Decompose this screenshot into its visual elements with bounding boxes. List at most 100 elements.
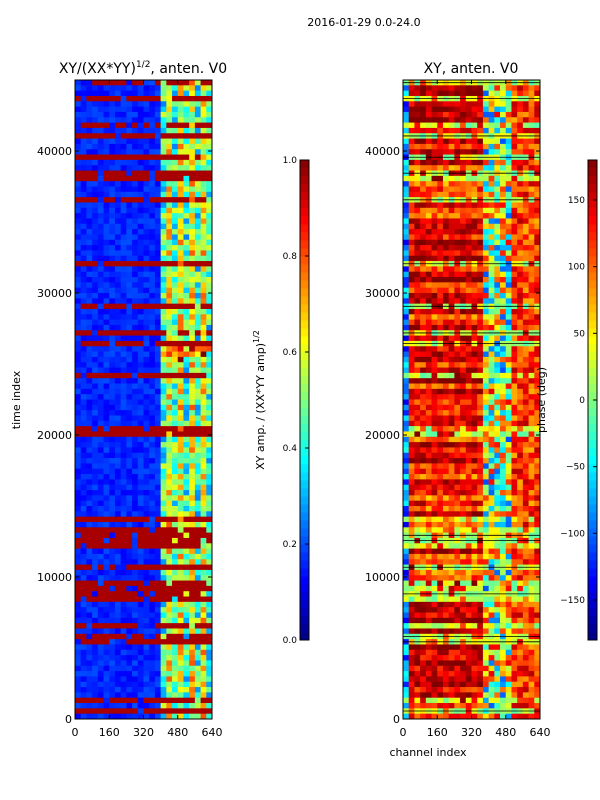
- amplitude-heatmap-cell: [92, 559, 99, 565]
- phase-heatmap-cell: [403, 175, 410, 182]
- amplitude-heatmap-cell: [114, 261, 122, 267]
- amplitude-heatmap-cell: [132, 298, 139, 305]
- amplitude-heatmap-cell: [189, 266, 196, 273]
- phase-heatmap-cell: [403, 229, 410, 235]
- amplitude-heatmap-cell: [206, 367, 213, 374]
- amplitude-heatmap-cell: [120, 213, 127, 219]
- amplitude-heatmap-cell: [103, 165, 110, 171]
- amplitude-heatmap-cell: [92, 80, 99, 86]
- amplitude-heatmap-cell: [194, 633, 201, 640]
- phase-heatmap-cell: [488, 362, 495, 368]
- phase-heatmap-cell: [437, 388, 444, 395]
- amplitude-heatmap-cell: [137, 468, 144, 475]
- amplitude-heatmap-cell: [183, 628, 190, 635]
- amplitude-heatmap-cell: [97, 372, 104, 379]
- amplitude-heatmap-cell: [132, 543, 139, 549]
- amplitude-heatmap-cell: [92, 676, 99, 683]
- amplitude-heatmap-cell: [86, 106, 93, 113]
- amplitude-heatmap-cell: [154, 165, 162, 171]
- phase-heatmap-cell: [488, 271, 495, 278]
- amplitude-heatmap-cell: [183, 388, 190, 395]
- phase-heatmap-cell: [534, 266, 541, 273]
- amplitude-heatmap-cell: [194, 660, 201, 667]
- amplitude-heatmap-cell: [160, 181, 167, 187]
- phase-heatmap-cell: [477, 245, 484, 251]
- amplitude-heatmap-cell: [97, 122, 104, 129]
- phase-heatmap-cell: [454, 516, 461, 523]
- phase-heatmap-cell: [522, 218, 529, 225]
- phase-heatmap-cell: [442, 378, 450, 384]
- phase-heatmap-cell: [522, 458, 529, 464]
- amplitude-heatmap-cell: [103, 271, 110, 278]
- amplitude-heatmap-cell: [206, 356, 213, 363]
- amplitude-heatmap-cell: [183, 138, 190, 145]
- amplitude-heatmap-cell: [149, 569, 156, 576]
- amplitude-heatmap-cell: [166, 394, 173, 400]
- amplitude-ytick-label: 10000: [37, 571, 72, 584]
- amplitude-heatmap-cell: [183, 644, 190, 651]
- amplitude-heatmap-cell: [120, 266, 127, 273]
- amplitude-heatmap-cell: [166, 655, 173, 661]
- amplitude-heatmap-cell: [126, 245, 133, 251]
- amplitude-heatmap-cell: [206, 527, 213, 534]
- amplitude-heatmap-cell: [143, 612, 150, 619]
- amplitude-heatmap-cell: [80, 442, 87, 448]
- phase-heatmap-cell: [454, 495, 461, 502]
- amplitude-heatmap-cell: [132, 330, 139, 336]
- phase-heatmap-cell: [528, 143, 535, 150]
- amplitude-heatmap-cell: [189, 186, 196, 193]
- phase-heatmap-cell: [505, 415, 512, 422]
- amplitude-heatmap-cell: [143, 692, 150, 699]
- phase-heatmap-cell: [431, 452, 438, 459]
- amplitude-heatmap-cell: [183, 532, 190, 539]
- amplitude-heatmap-cell: [172, 159, 179, 166]
- phase-heatmap-cell: [517, 282, 524, 289]
- phase-heatmap-cell: [494, 159, 501, 166]
- phase-heatmap-cell: [517, 516, 524, 523]
- amplitude-heatmap-cell: [86, 197, 93, 203]
- phase-heatmap-cell: [448, 346, 455, 352]
- phase-heatmap-cell: [511, 186, 518, 193]
- amplitude-heatmap-cell: [103, 399, 110, 406]
- amplitude-heatmap-cell: [189, 197, 196, 203]
- amplitude-heatmap-cell: [200, 671, 207, 677]
- phase-heatmap-cell: [471, 356, 478, 363]
- amplitude-heatmap-cell: [172, 223, 179, 230]
- phase-heatmap-cell: [471, 85, 478, 92]
- phase-heatmap-cell: [454, 458, 461, 464]
- phase-heatmap-cell: [477, 404, 484, 411]
- amplitude-heatmap-cell: [172, 676, 179, 683]
- amplitude-heatmap-cell: [92, 708, 99, 715]
- amplitude-heatmap-cell: [200, 420, 207, 427]
- phase-heatmap-cell: [442, 474, 450, 480]
- amplitude-heatmap-cell: [132, 527, 139, 534]
- phase-heatmap-cell: [414, 277, 421, 283]
- phase-heatmap-cell: [448, 90, 455, 97]
- amplitude-heatmap-cell: [154, 287, 162, 294]
- amplitude-heatmap-cell: [160, 117, 167, 123]
- amplitude-heatmap-cell: [132, 159, 139, 166]
- amplitude-heatmap-cell: [109, 564, 116, 571]
- phase-heatmap-cell: [511, 362, 518, 368]
- amplitude-heatmap-cell: [97, 474, 104, 480]
- amplitude-heatmap-cell: [160, 548, 167, 555]
- phase-heatmap-cell: [517, 143, 524, 150]
- amplitude-heatmap-cell: [103, 388, 110, 395]
- phase-heatmap-cell: [408, 388, 415, 395]
- phase-heatmap-cell: [460, 404, 467, 411]
- amplitude-heatmap-cell: [189, 218, 196, 225]
- phase-heatmap-cell: [431, 117, 438, 123]
- amplitude-heatmap-cell: [114, 655, 122, 661]
- amplitude-heatmap-cell: [172, 293, 179, 299]
- amplitude-heatmap-cell: [126, 553, 133, 560]
- amplitude-heatmap-cell: [103, 708, 110, 715]
- phase-heatmap-cell: [454, 442, 461, 448]
- amplitude-heatmap-cell: [206, 159, 213, 166]
- amplitude-heatmap-cell: [143, 372, 150, 379]
- amplitude-heatmap-cell: [149, 655, 156, 661]
- amplitude-heatmap-cell: [172, 245, 179, 251]
- amplitude-heatmap-cell: [132, 319, 139, 326]
- amplitude-heatmap-cell: [97, 644, 104, 651]
- amplitude-heatmap-cell: [154, 90, 162, 97]
- amplitude-heatmap-cell: [126, 479, 133, 486]
